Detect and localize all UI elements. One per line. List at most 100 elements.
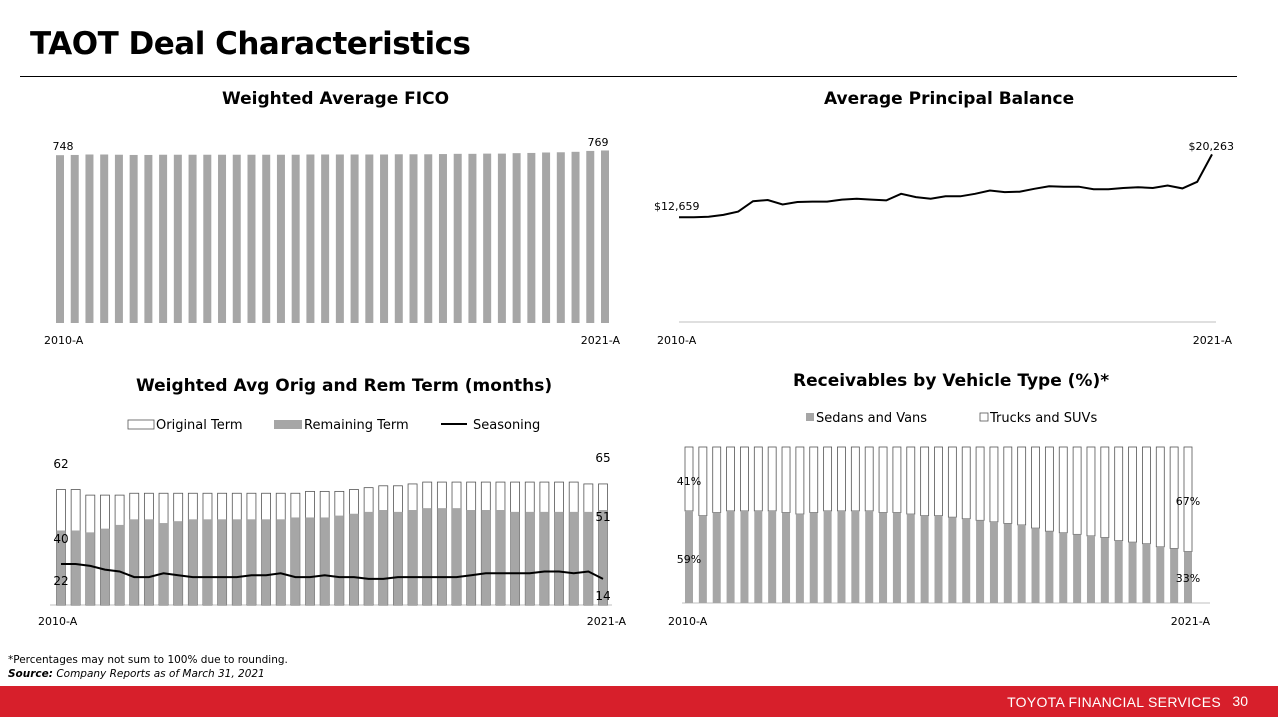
fico-bar	[159, 154, 168, 323]
remaining-term-bar	[202, 519, 212, 605]
fico-bar	[350, 154, 359, 323]
seasoning-last-label: 14	[595, 589, 610, 603]
remaining-term-bar	[452, 508, 462, 605]
trucks-suvs-bar	[837, 446, 846, 512]
remaining-term-bar	[129, 519, 139, 605]
sedans-vans-bar	[1142, 543, 1151, 603]
balance-x-end-label: 2021-A	[1193, 334, 1233, 347]
source-label: Source:	[8, 668, 53, 680]
remaining-term-bar	[495, 510, 505, 605]
remaining-term-bar	[334, 515, 344, 605]
sedans-vans-bar	[712, 512, 721, 603]
source-text: Company Reports as of March 31, 2021	[52, 668, 265, 680]
title-divider	[20, 76, 1237, 77]
fico-bar	[203, 154, 212, 323]
trucks-suvs-bar	[864, 446, 874, 512]
trucks-suvs-bar	[989, 446, 999, 523]
fico-bar	[173, 154, 182, 323]
fico-bar	[247, 154, 256, 323]
sedans-vans-bar	[1017, 525, 1026, 603]
fico-bar	[365, 154, 374, 323]
trucks-suvs-bar	[712, 446, 722, 513]
term-x-end-label: 2021-A	[587, 615, 627, 628]
sedans-vans-bar	[1059, 532, 1068, 603]
remaining-term-bar	[100, 528, 110, 605]
legend-remaining-swatch	[274, 420, 302, 429]
fico-bar	[556, 152, 565, 323]
remaining-term-bar	[276, 519, 286, 605]
fico-bar	[232, 154, 241, 323]
fico-bar	[129, 154, 138, 323]
sedans-vans-bar	[782, 512, 791, 603]
sedans-vans-bar	[1184, 551, 1192, 603]
remaining-term-bar	[466, 510, 476, 605]
sedans-vans-bar	[795, 514, 804, 603]
footer-bar: TOYOTA FINANCIAL SERVICES 30	[0, 686, 1278, 717]
remaining-term-bar	[408, 510, 418, 605]
rem-term-last-label: 51	[595, 510, 610, 524]
remaining-term-bar	[569, 511, 579, 605]
vehicle-chart-title: Receivables by Vehicle Type (%)*	[793, 371, 1110, 391]
fico-bar	[144, 154, 153, 323]
trucks-suvs-bar	[920, 446, 930, 517]
page-number: 30	[1232, 693, 1248, 709]
trucks-suvs-bar	[934, 446, 943, 517]
fico-bar	[291, 154, 300, 323]
sedans-vans-bar	[1156, 546, 1165, 603]
fico-bar	[409, 154, 418, 323]
trucks-suvs-bar	[740, 446, 749, 512]
balance-x-start-label: 2010-A	[657, 334, 697, 347]
remaining-term-bar	[290, 517, 300, 605]
sedans-vans-bar	[1086, 535, 1095, 603]
sedans-vans-bar	[1170, 548, 1179, 603]
seasoning-line	[61, 563, 604, 580]
remaining-term-bar	[437, 508, 447, 605]
balance-chart-title: Average Principal Balance	[824, 89, 1075, 109]
remaining-term-bar	[173, 521, 183, 605]
sedans-vans-bar	[1031, 528, 1040, 603]
sedans-vans-bar	[823, 510, 832, 603]
fico-bar	[438, 154, 447, 323]
sedans-vans-bar	[698, 515, 707, 603]
fico-bar	[601, 150, 609, 323]
fico-bar	[453, 153, 462, 323]
remaining-term-bar	[188, 519, 198, 605]
balance-line	[679, 153, 1213, 219]
trucks-suvs-bar	[1017, 446, 1027, 526]
trucks-suvs-bar	[850, 446, 860, 512]
fico-bar	[571, 151, 580, 323]
remaining-term-bar	[525, 511, 535, 605]
fico-chart-title: Weighted Average FICO	[222, 89, 450, 109]
trucks-suvs-bar	[975, 446, 985, 521]
seasoning-first-label: 22	[53, 574, 68, 588]
fico-bar	[497, 153, 506, 323]
sedans-vans-bar	[740, 510, 749, 603]
sedans-vans-bar	[768, 510, 777, 603]
remaining-term-bar	[159, 523, 169, 605]
fico-bar	[218, 154, 227, 323]
trucks-suvs-bar	[1142, 446, 1151, 545]
remaining-term-bar	[583, 511, 593, 605]
trucks-suvs-bar	[878, 446, 888, 513]
trucks-suvs-bar	[906, 446, 916, 515]
fico-bar	[380, 154, 389, 323]
sedans-vans-bar	[1100, 537, 1109, 603]
sedans-vans-bar	[1003, 523, 1012, 603]
legend-original-swatch	[127, 419, 155, 430]
remaining-term-bar	[144, 519, 154, 605]
fico-bar	[188, 154, 197, 323]
sedans-vans-bar	[962, 518, 971, 603]
rem-term-first-label: 40	[53, 532, 68, 546]
fico-first-label: 748	[53, 140, 74, 153]
sedans-vans-bar	[1073, 534, 1082, 603]
trucks-suvs-bar	[767, 446, 777, 512]
remaining-term-bar	[71, 530, 81, 605]
fico-bar	[262, 154, 271, 323]
fico-bar	[100, 154, 109, 323]
trucks-suvs-bar	[795, 446, 805, 515]
remaining-term-bar	[554, 511, 564, 605]
trucks-suvs-bar	[1100, 446, 1110, 538]
remaining-term-bar	[246, 519, 256, 605]
fico-bar	[335, 154, 344, 323]
